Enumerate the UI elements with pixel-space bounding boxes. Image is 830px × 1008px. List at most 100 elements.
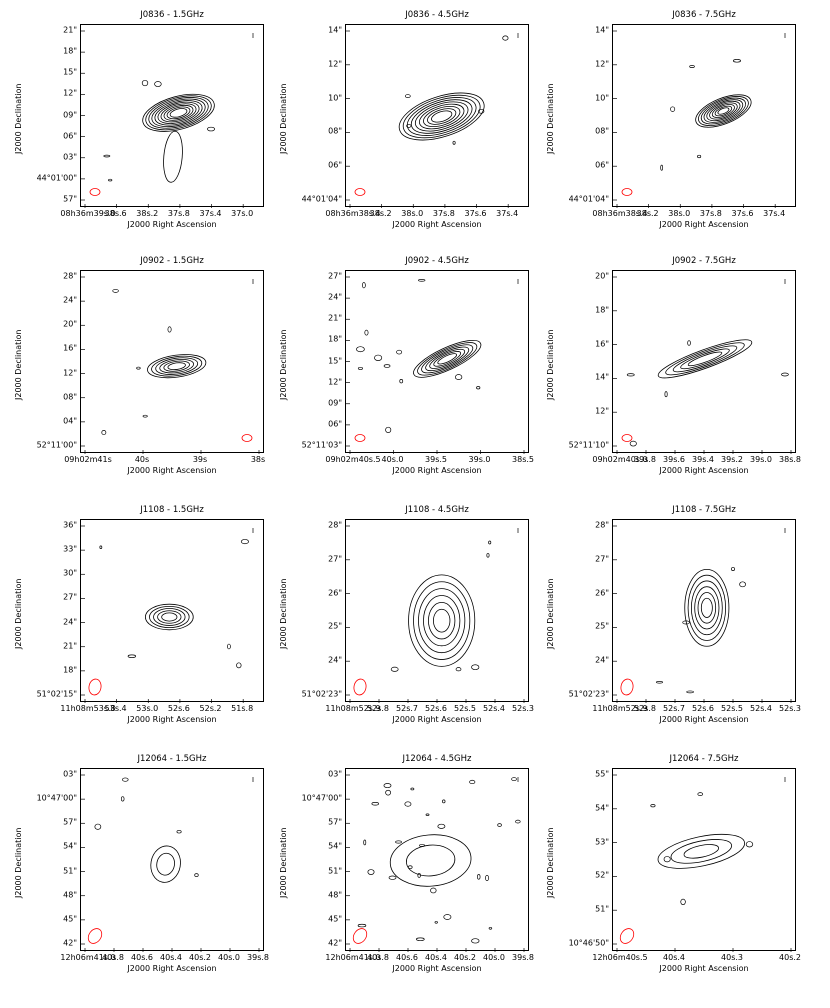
x-tick-label: 52s.7 bbox=[396, 704, 418, 713]
contour-line bbox=[684, 569, 730, 647]
y-tick-label: 06" bbox=[63, 131, 77, 141]
noise-contour bbox=[399, 378, 404, 384]
x-tick-label: 51s.8 bbox=[231, 704, 254, 713]
noise-contour bbox=[686, 690, 694, 694]
y-tick-label: 24" bbox=[63, 617, 77, 627]
noise-contour bbox=[362, 282, 366, 289]
noise-contour bbox=[154, 81, 162, 87]
x-tick-label: 11h08m52s.9 bbox=[325, 704, 381, 713]
beam-ellipse bbox=[241, 434, 253, 442]
noise-contour bbox=[739, 581, 746, 588]
y-tick-label: 12" bbox=[595, 59, 609, 69]
x-tick-label: 38s.2 bbox=[636, 209, 659, 218]
noise-contour bbox=[99, 545, 103, 550]
plot-frame bbox=[612, 768, 796, 952]
y-tick-label: 36" bbox=[63, 520, 77, 530]
noise-contour bbox=[488, 540, 492, 545]
beam-ellipse bbox=[621, 434, 633, 442]
noise-contour bbox=[452, 140, 456, 145]
noise-contour bbox=[469, 779, 476, 785]
plot-frame bbox=[345, 519, 529, 703]
noise-contour bbox=[478, 108, 485, 114]
y-axis-label: J2000 Declination bbox=[14, 827, 23, 898]
y-tick-label: 44°01'04" bbox=[568, 194, 609, 204]
x-tick-label: 38s.8 bbox=[779, 455, 801, 464]
contour-line bbox=[151, 355, 203, 377]
beam-ellipse bbox=[354, 188, 366, 196]
y-tick-label: 51" bbox=[328, 866, 342, 876]
contour-plot bbox=[81, 774, 260, 952]
x-tick-label: 52s.7 bbox=[663, 704, 685, 713]
x-tick-label: 40s bbox=[134, 455, 150, 464]
x-tick-label: 40s.4 bbox=[663, 953, 685, 962]
noise-contour bbox=[417, 872, 421, 878]
contour-line bbox=[672, 345, 738, 373]
y-tick-label: 18" bbox=[63, 665, 77, 675]
noise-contour bbox=[194, 873, 199, 878]
contour-line bbox=[402, 94, 481, 139]
x-tick-label: 37s.4 bbox=[496, 209, 519, 218]
noise-contour bbox=[732, 58, 741, 63]
x-tick-label: 52s.2 bbox=[199, 704, 222, 713]
x-tick-label: 52s.6 bbox=[425, 704, 447, 713]
y-tick-label: 14" bbox=[328, 25, 342, 35]
x-tick-label: 52s.4 bbox=[483, 704, 505, 713]
y-tick-label: 12" bbox=[328, 377, 342, 387]
x-tick-label: 08h36m39s.0 bbox=[60, 209, 116, 218]
x-tick-label: 52s.8 bbox=[367, 704, 389, 713]
x-axis-label: J2000 Right Ascension bbox=[127, 964, 217, 973]
noise-contour bbox=[781, 372, 789, 377]
contour-plot bbox=[613, 276, 792, 454]
noise-contour bbox=[112, 288, 119, 293]
contour-line bbox=[687, 574, 727, 641]
x-tick-label: 39s.6 bbox=[663, 455, 685, 464]
contour-line bbox=[680, 348, 730, 370]
x-tick-label: 38s.6 bbox=[104, 209, 127, 218]
contour-line bbox=[166, 106, 191, 120]
x-tick-label: 37s.4 bbox=[763, 209, 786, 218]
contour-line bbox=[157, 101, 200, 124]
contour-line bbox=[160, 103, 197, 123]
noise-contour bbox=[227, 643, 231, 650]
y-tick-label: 52°11'03" bbox=[301, 440, 342, 450]
noise-contour bbox=[488, 926, 493, 930]
noise-contour bbox=[122, 777, 129, 782]
x-tick-label: 12h06m40s.5 bbox=[592, 953, 648, 962]
noise-contour bbox=[497, 823, 502, 827]
contour-line bbox=[695, 94, 752, 128]
y-axis-label: J2000 Declination bbox=[14, 83, 23, 154]
contour-line bbox=[425, 346, 470, 372]
y-tick-label: 10" bbox=[595, 93, 609, 103]
contour-line bbox=[413, 339, 482, 378]
noise-contour bbox=[371, 802, 379, 806]
x-tick-label: 40s.8 bbox=[102, 953, 124, 962]
noise-contour bbox=[396, 349, 403, 355]
x-tick-label: 08h36m38s.4 bbox=[592, 209, 648, 218]
plot-frame bbox=[612, 270, 796, 454]
noise-contour bbox=[357, 923, 367, 928]
y-tick-label: 24" bbox=[595, 655, 609, 665]
beam-ellipse bbox=[620, 678, 634, 696]
noise-contour bbox=[660, 164, 664, 171]
y-tick-label: 27" bbox=[328, 554, 342, 564]
y-tick-label: 18" bbox=[595, 305, 609, 315]
noise-contour bbox=[471, 938, 480, 944]
contour-line bbox=[427, 108, 457, 125]
noise-contour bbox=[127, 654, 137, 658]
y-tick-label: 26" bbox=[328, 588, 342, 598]
y-tick-label: 57" bbox=[63, 817, 77, 827]
y-tick-label: 51°02'23" bbox=[568, 689, 609, 699]
noise-contour bbox=[471, 664, 480, 671]
contour-line bbox=[700, 597, 713, 618]
contour-line bbox=[156, 852, 175, 876]
x-tick-label: 39s.0 bbox=[468, 455, 491, 464]
y-tick-label: 54" bbox=[328, 841, 342, 851]
noise-contour bbox=[455, 374, 463, 381]
x-tick-label: 38s.2 bbox=[369, 209, 392, 218]
x-tick-label: 40s.2 bbox=[454, 953, 476, 962]
y-axis-label: J2000 Declination bbox=[279, 578, 288, 649]
x-axis-label: J2000 Right Ascension bbox=[659, 220, 749, 229]
x-tick-label: 52s.3 bbox=[512, 704, 534, 713]
y-tick-label: 27" bbox=[595, 554, 609, 564]
y-tick-label: 26" bbox=[595, 588, 609, 598]
